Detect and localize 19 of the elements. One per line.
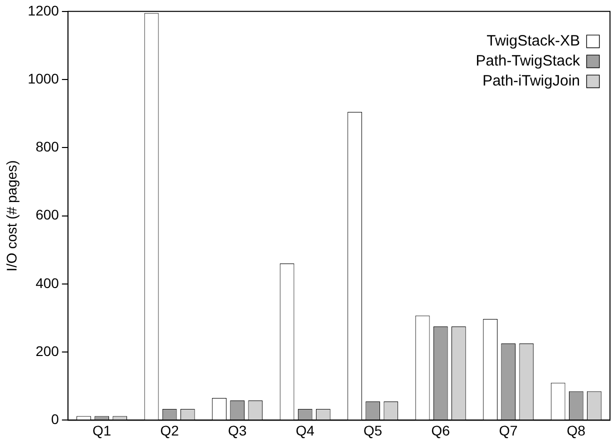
x-tick-label: Q7: [499, 422, 518, 438]
y-tick-label: 600: [36, 206, 60, 223]
y-axis-title: I/O cost (# pages): [3, 160, 20, 272]
x-tick-label: Q4: [296, 422, 315, 438]
y-tick-label: 0: [51, 411, 60, 428]
y-tick-label: 800: [36, 138, 60, 155]
x-tick-label: Q3: [228, 422, 247, 438]
legend-label: Path-iTwigJoin: [482, 72, 580, 90]
y-tick-label: 1000: [28, 70, 60, 86]
x-tick-label: Q5: [364, 422, 382, 438]
x-tick-label: Q6: [431, 422, 450, 438]
y-tick-label: 1200: [28, 2, 60, 18]
x-tick-label: Q1: [92, 422, 112, 438]
y-tick-label: 400: [36, 274, 60, 291]
legend-label: TwigStack-XB: [486, 32, 580, 50]
y-tick-label: 200: [36, 342, 60, 359]
legend-label: Path-TwigStack: [476, 52, 580, 70]
x-tick-label: Q2: [160, 422, 180, 438]
x-tick-label: Q8: [566, 422, 586, 438]
